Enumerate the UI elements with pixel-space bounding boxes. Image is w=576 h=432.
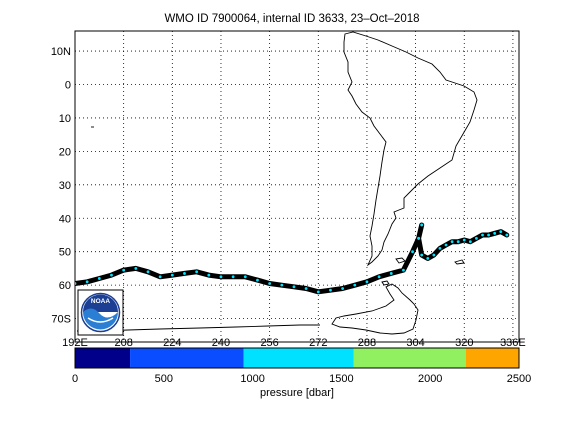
profile-point: [420, 223, 424, 227]
lon-tick-label: 304: [406, 337, 424, 349]
profile-point: [493, 231, 497, 235]
profile-point: [170, 273, 174, 277]
profile-point: [341, 287, 345, 290]
colorbar-tick-label: 2500: [507, 373, 531, 385]
south-shetland-islands: [381, 280, 390, 286]
profile-point: [377, 275, 381, 279]
lat-tick-label: 0: [65, 80, 71, 92]
profile-point: [219, 275, 223, 279]
profile-point: [505, 233, 509, 237]
profile-point: [329, 288, 332, 292]
colorbar: [75, 348, 519, 368]
lon-tick-label: 240: [212, 337, 230, 349]
lat-tick-label: 20: [59, 146, 71, 158]
colorbar-frame: [74, 347, 520, 369]
profile-point: [316, 290, 320, 294]
profile-point: [411, 250, 414, 254]
lon-tick-label: 192E: [62, 337, 88, 349]
lon-tick-label: 320: [455, 337, 473, 349]
lon-tick-label: 336E: [500, 337, 526, 349]
lon-tick-label: 224: [163, 337, 181, 349]
lat-tick-label: 50: [59, 247, 71, 259]
profile-point: [468, 240, 472, 244]
lon-tick-label: 256: [260, 337, 278, 349]
profile-point: [280, 283, 284, 287]
lat-tick-label: 60: [59, 280, 71, 292]
profile-point: [268, 282, 272, 285]
profile-point: [487, 233, 490, 237]
colorbar-tick-label: 0: [72, 373, 78, 385]
colorbar-segment: [130, 348, 244, 368]
south-georgia: [454, 259, 465, 265]
lat-tick-label: 10N: [51, 46, 71, 58]
antarctic-peninsula: [331, 283, 419, 335]
profile-point: [438, 246, 442, 250]
profile-point: [75, 282, 77, 285]
noaa-logo: NOAA: [77, 289, 124, 336]
latitude-labels: 10N 0 10 20 30 40 50 60 70S: [51, 46, 71, 326]
colorbar-segment: [75, 348, 131, 368]
profile-point: [97, 277, 101, 280]
profile-point: [243, 275, 247, 279]
profile-point: [85, 280, 89, 284]
profile-point: [389, 272, 393, 275]
colorbar-label: pressure [dbar]: [260, 387, 334, 399]
profile-point: [481, 233, 484, 237]
profile-point: [420, 253, 424, 257]
profile-point: [195, 270, 199, 274]
colorbar-tick-labels: 0 500 1000 1500 2000 2500: [72, 373, 531, 385]
profile-point: [231, 275, 235, 279]
profile-point: [146, 270, 150, 274]
falkland-islands: [395, 257, 406, 264]
colorbar-tick-label: 1000: [240, 373, 264, 385]
profile-point: [499, 230, 503, 234]
lat-tick-label: 40: [59, 213, 71, 225]
profile-point: [183, 272, 186, 275]
lon-tick-label: 288: [358, 337, 376, 349]
profile-point: [134, 267, 138, 270]
profile-point: [365, 280, 369, 284]
profile-point: [450, 240, 454, 244]
south-america-coastline: [343, 31, 478, 267]
profile-point: [292, 285, 296, 289]
profile-point: [207, 273, 211, 277]
colorbar-segment: [465, 348, 519, 368]
profile-point: [256, 278, 259, 282]
noaa-logo-text: NOAA: [91, 298, 110, 305]
map-frame: [74, 30, 520, 343]
profile-point: [417, 236, 421, 240]
profile-point: [122, 268, 126, 272]
lat-tick-label: 30: [59, 180, 71, 192]
profile-point: [426, 256, 430, 260]
profile-points: [75, 223, 509, 294]
colorbar-tick-label: 2000: [418, 373, 442, 385]
profile-point: [462, 238, 466, 242]
float-track: [75, 222, 510, 295]
colorbar-tick-label: 500: [155, 373, 173, 385]
profile-point: [402, 268, 405, 272]
profile-point: [353, 283, 357, 287]
longitude-labels: 192E 208 224 240 256 272 288 304 320 336E: [62, 337, 526, 349]
profile-point: [444, 243, 448, 247]
profile-point: [304, 287, 308, 290]
colorbar-segment: [353, 348, 466, 368]
profile-point: [158, 275, 162, 279]
profile-point: [432, 253, 436, 257]
figure-title: WMO ID 7900064, internal ID 3633, 23–Oct…: [164, 13, 419, 25]
colorbar-segment: [243, 348, 354, 368]
lat-tick-label: 10: [59, 113, 71, 125]
lon-tick-label: 208: [114, 337, 132, 349]
colorbar-tick-label: 1500: [329, 373, 353, 385]
profile-point: [456, 240, 460, 244]
lat-tick-label: 70S: [51, 314, 71, 326]
profile-point: [110, 273, 113, 277]
lon-tick-label: 272: [309, 337, 327, 349]
profile-point: [475, 236, 478, 240]
